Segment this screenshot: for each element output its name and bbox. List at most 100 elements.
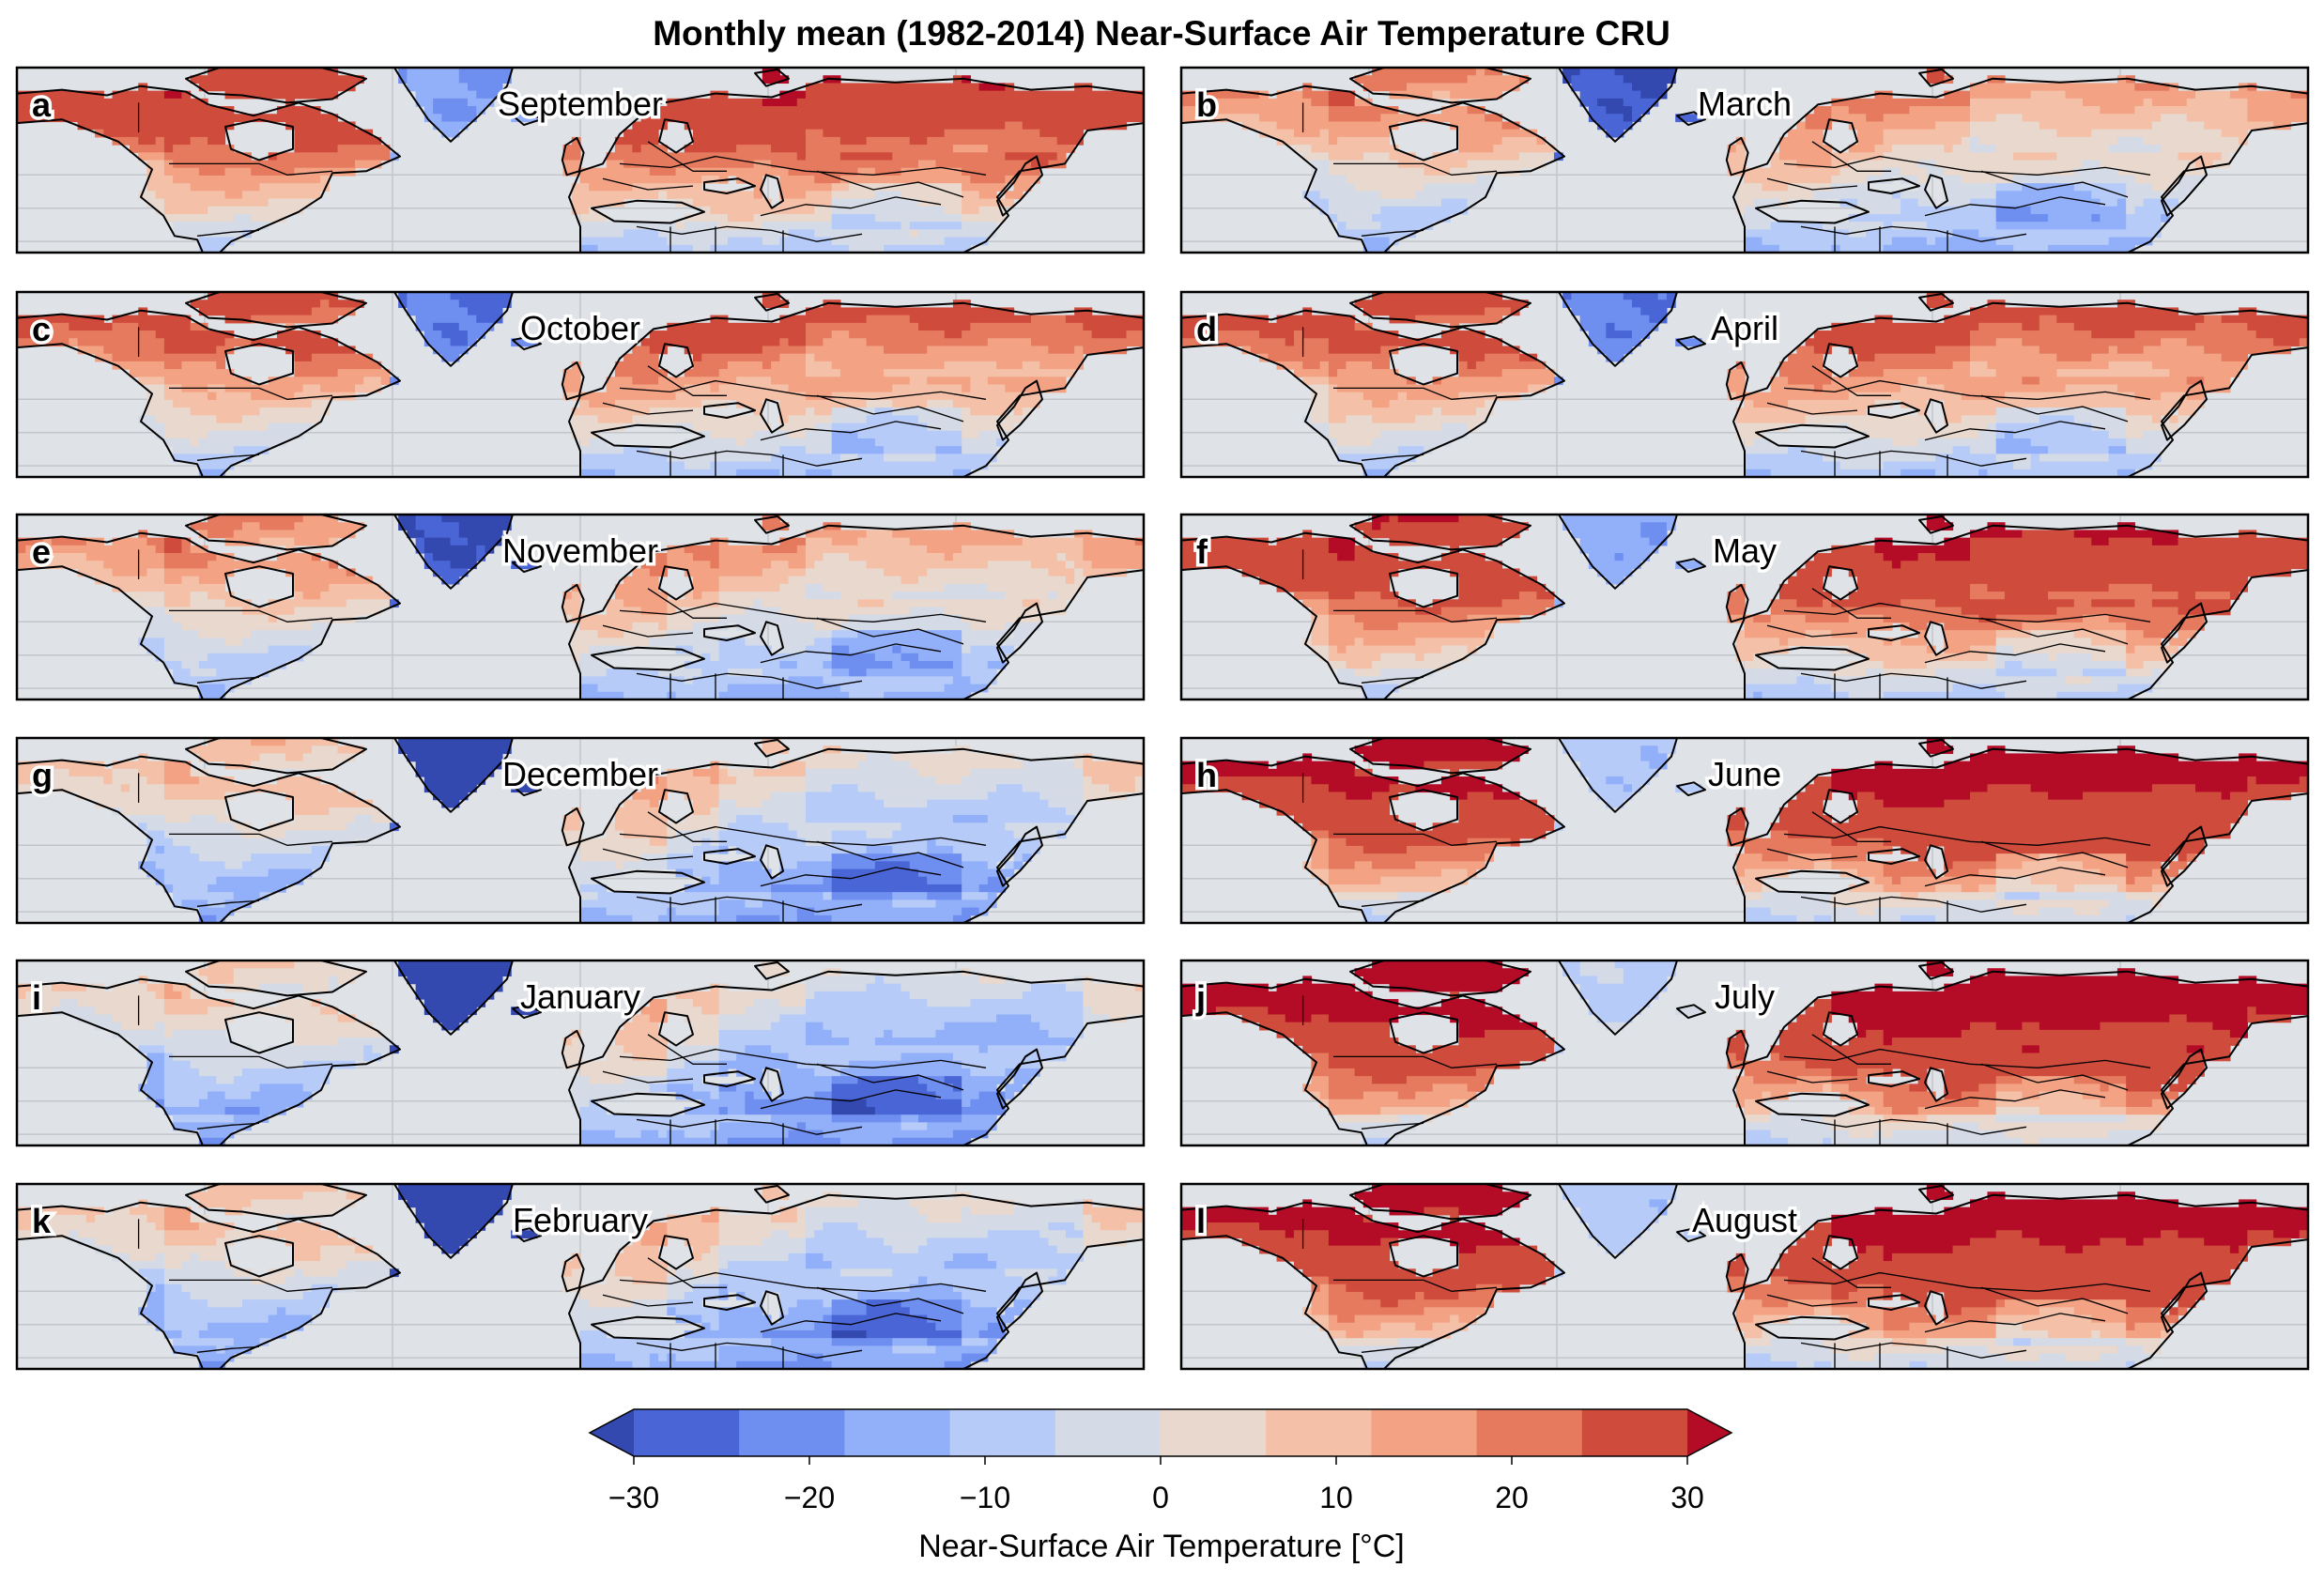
colorbar-tick-label: 30: [1670, 1481, 1704, 1514]
panel-month-label: July: [1715, 977, 1775, 1016]
colorbar-tick-label: −20: [784, 1481, 835, 1514]
map-panel-l: l August: [1179, 1182, 2310, 1371]
coastlines: [17, 738, 1144, 923]
coastlines: [17, 1184, 1144, 1369]
map-panel-b: b March: [1179, 66, 2310, 254]
panel-frame: [15, 513, 1146, 701]
coastlines: [17, 68, 1144, 253]
colorbar-swatch: [1266, 1409, 1372, 1456]
panel-letter: g: [32, 756, 53, 794]
colorbar-swatch: [1054, 1409, 1162, 1456]
colorbar: −30 −20 −10 0 10 20 30 Near-Surface Air Temper…: [588, 1408, 1733, 1564]
colorbar-swatch: [1476, 1409, 1583, 1456]
country-borders: [1301, 327, 2151, 477]
map-panel-j: j July: [1179, 959, 2310, 1147]
temperature-field: [1181, 1184, 2308, 1369]
map-panel-f: f May: [1179, 513, 2310, 701]
colorbar-swatch: [949, 1409, 1056, 1456]
colorbar-tick-label: 10: [1319, 1481, 1353, 1514]
panel-month-label: May: [1713, 531, 1777, 570]
country-borders: [1301, 1219, 2151, 1369]
temperature-field: [1181, 515, 2308, 699]
panel-frame: [15, 66, 1146, 254]
panel-frame: [1179, 513, 2310, 701]
panel-letter: c: [32, 310, 51, 348]
coastlines: [1181, 961, 2308, 1145]
country-borders: [137, 327, 987, 477]
panel-letter: f: [1196, 532, 1208, 571]
panel-letter: e: [32, 532, 51, 571]
panel-letter: j: [1195, 978, 1206, 1017]
country-borders: [1301, 773, 2151, 923]
coastlines: [17, 292, 1144, 477]
panel-month-label: December: [502, 755, 658, 793]
temperature-field: [1181, 738, 2308, 923]
colorbar-swatch: [1371, 1409, 1478, 1456]
panel-frame: [15, 736, 1146, 925]
coastlines: [1181, 1184, 2308, 1369]
panel-letter: b: [1196, 85, 1217, 124]
colorbar-extend-high: [1687, 1409, 1731, 1456]
colorbar-tick-label: 20: [1495, 1481, 1529, 1514]
temperature-field: [1181, 961, 2308, 1145]
colorbar-swatch: [634, 1409, 740, 1456]
map-panel-g: g December: [15, 736, 1146, 925]
panel-frame: [15, 1182, 1146, 1371]
panel-frame: [1179, 959, 2310, 1147]
temperature-field: [17, 292, 1144, 477]
panel-month-label: October: [520, 309, 640, 347]
panel-month-label: January: [520, 977, 640, 1016]
panel-frame: [1179, 66, 2310, 254]
country-borders: [137, 549, 987, 699]
panel-letter: i: [32, 978, 41, 1017]
colorbar-swatch: [1581, 1409, 1688, 1456]
colorbar-extend-low: [590, 1409, 634, 1456]
colorbar-swatch: [844, 1409, 951, 1456]
map-panel-i: i January: [15, 959, 1146, 1147]
coastlines: [17, 961, 1144, 1145]
panel-month-label: March: [1698, 85, 1792, 123]
colorbar-swatch: [1161, 1409, 1267, 1456]
temperature-field: [17, 1184, 1144, 1369]
panel-letter: l: [1196, 1202, 1206, 1240]
colorbar-label: Near-Surface Air Temperature [°C]: [918, 1529, 1405, 1564]
colorbar-swatches: [588, 1408, 1733, 1457]
colorbar-tick-label: 0: [1152, 1481, 1169, 1514]
colorbar-swatch: [739, 1409, 845, 1456]
country-borders: [1301, 102, 2151, 253]
country-borders: [1301, 549, 2151, 699]
panel-frame: [15, 290, 1146, 479]
map-panels: a September b March c October d April e November f…: [15, 66, 2310, 1371]
panel-letter: k: [32, 1202, 52, 1240]
country-borders: [137, 102, 987, 253]
panel-month-label: September: [498, 85, 663, 123]
panel-letter: d: [1196, 310, 1217, 348]
panel-frame: [15, 959, 1146, 1147]
panel-month-label: April: [1711, 309, 1778, 347]
panel-letter: h: [1196, 756, 1217, 794]
country-borders: [137, 773, 987, 923]
map-panel-d: d April: [1179, 290, 2310, 479]
map-panel-a: a September: [15, 66, 1146, 254]
map-panel-e: e November: [15, 513, 1146, 701]
coastlines: [1181, 738, 2308, 923]
coastlines: [1181, 68, 2308, 253]
coastlines: [1181, 515, 2308, 699]
panel-month-label: February: [513, 1201, 648, 1239]
colorbar-tick-label: −30: [608, 1481, 659, 1514]
panel-frame: [1179, 736, 2310, 925]
country-borders: [137, 1219, 987, 1369]
panel-letter: a: [32, 85, 52, 124]
map-panel-c: c October: [15, 290, 1146, 479]
colorbar-tick-label: −10: [960, 1481, 1010, 1514]
country-borders: [137, 995, 987, 1145]
map-panel-h: h June: [1179, 736, 2310, 925]
colorbar-ticks: −30 −20 −10 0 10 20 30: [608, 1456, 1704, 1514]
panel-month-label: June: [1708, 755, 1781, 793]
temperature-field: [17, 515, 1144, 699]
coastlines: [17, 515, 1144, 699]
map-panel-k: k February: [15, 1182, 1146, 1371]
panel-frame: [1179, 290, 2310, 479]
panel-month-label: November: [502, 531, 658, 570]
